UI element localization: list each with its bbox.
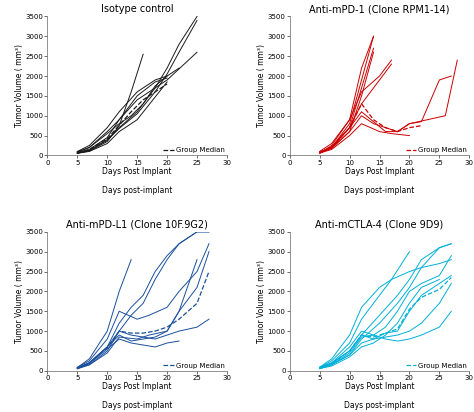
Y-axis label: Tumor Volume ( mm³): Tumor Volume ( mm³) [15,260,24,343]
Group Median [104,136,110,141]
Text: Days post-implant: Days post-implant [102,401,173,410]
Line: Group Median: Group Median [77,272,209,368]
Text: Days post-implant: Days post-implant [344,401,415,410]
Group Median [74,150,80,155]
X-axis label: Days Post Implant: Days Post Implant [345,167,414,176]
Group Median [371,117,376,122]
Group Median [329,361,335,366]
Group Median [86,147,92,152]
Title: Isotype control: Isotype control [101,4,173,14]
Group Median [116,329,122,334]
Group Median [317,365,322,370]
Group Median [128,330,134,335]
Group Median [407,125,412,130]
Group Median [86,361,92,366]
Group Median [176,317,182,322]
X-axis label: Days Post Implant: Days Post Implant [102,382,172,391]
Group Median [152,329,158,334]
Text: Days post-implant: Days post-implant [102,186,173,195]
Title: Anti-mCTLA-4 (Clone 9D9): Anti-mCTLA-4 (Clone 9D9) [315,220,444,229]
Y-axis label: Tumor Volume ( mm³): Tumor Volume ( mm³) [257,260,266,343]
Group Median [140,330,146,335]
Group Median [383,330,388,335]
Title: Anti-mPD-L1 (Clone 10F.9G2): Anti-mPD-L1 (Clone 10F.9G2) [66,220,208,229]
Group Median [104,345,110,350]
X-axis label: Days Post Implant: Days Post Implant [345,382,414,391]
Group Median [371,335,376,339]
Legend: Group Median: Group Median [164,363,225,369]
Legend: Group Median: Group Median [406,363,467,369]
Group Median [448,275,454,280]
Group Median [128,109,134,114]
Group Median [437,287,442,292]
Group Median [383,125,388,130]
Y-axis label: Tumor Volume ( mm³): Tumor Volume ( mm³) [15,44,24,127]
Group Median [359,332,365,337]
Title: Anti-mPD-1 (Clone RPM1-14): Anti-mPD-1 (Clone RPM1-14) [309,4,450,14]
Group Median [317,150,322,155]
Group Median [164,325,170,330]
Text: Days post-implant: Days post-implant [344,186,415,195]
Group Median [395,129,401,134]
Group Median [419,123,424,128]
Group Median [140,97,146,102]
Line: Group Median: Group Median [319,104,421,152]
Group Median [206,269,212,274]
Group Median [329,145,335,150]
Group Median [419,295,424,300]
Group Median [359,101,365,106]
Group Median [152,89,158,94]
Group Median [395,327,401,332]
Legend: Group Median: Group Median [164,147,225,153]
Line: Group Median: Group Median [77,84,167,153]
Y-axis label: Tumor Volume ( mm³): Tumor Volume ( mm³) [257,44,266,127]
Group Median [164,82,170,87]
Group Median [347,349,353,353]
Group Median [74,365,80,370]
Legend: Group Median: Group Median [406,147,467,153]
Group Median [116,123,122,128]
Group Median [194,301,200,306]
X-axis label: Days Post Implant: Days Post Implant [102,167,172,176]
Group Median [407,307,412,312]
Line: Group Median: Group Median [319,278,451,368]
Group Median [347,125,353,130]
